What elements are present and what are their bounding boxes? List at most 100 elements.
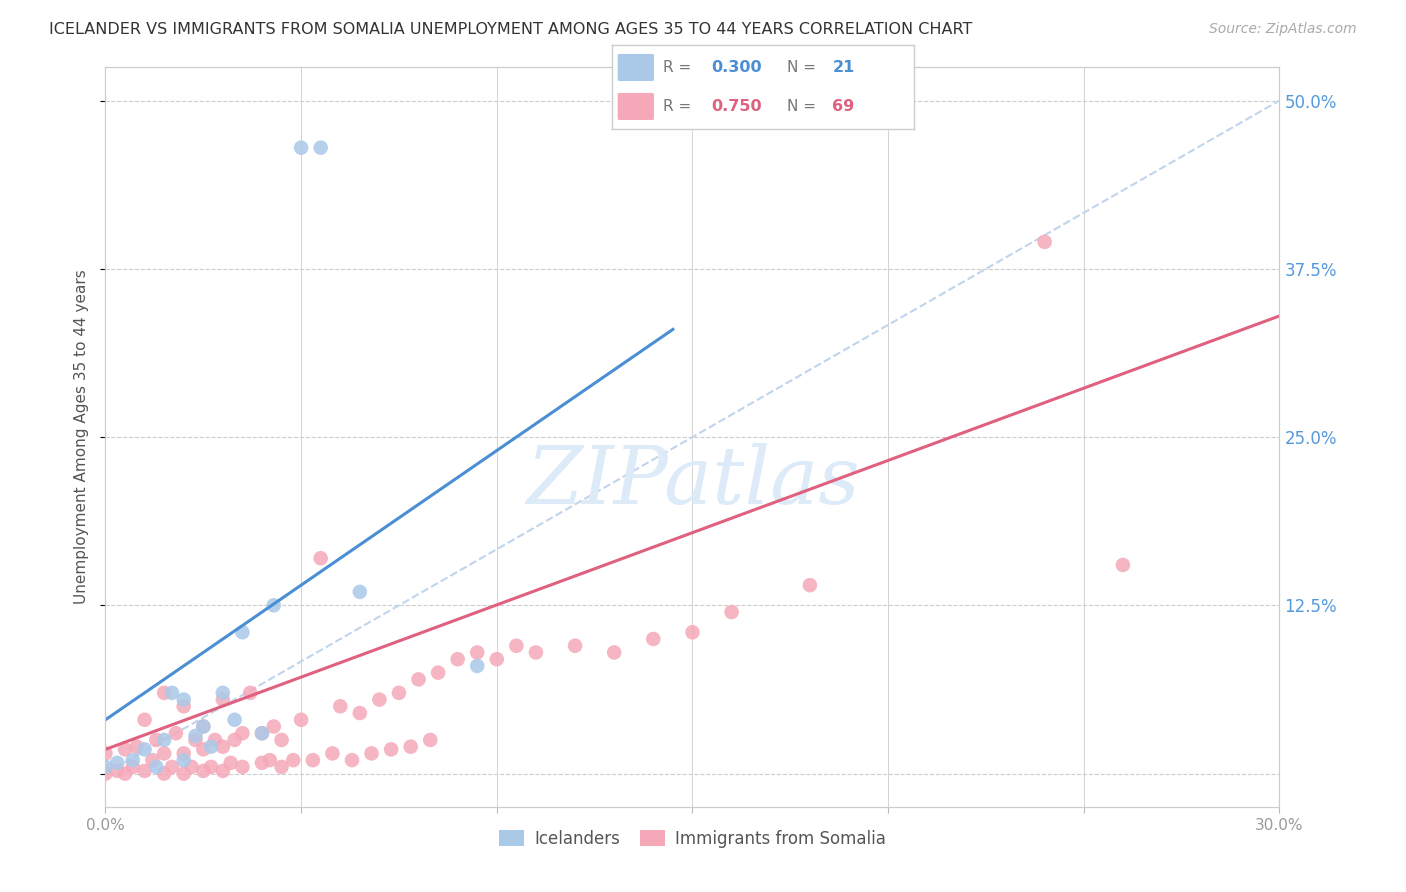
Point: [250, 756, 273, 770]
Point: [160, 686, 183, 700]
Point: [160, 760, 183, 774]
Point: [270, 760, 292, 774]
Point: [211, 739, 233, 754]
Point: [465, 645, 488, 659]
Legend: Icelanders, Immigrants from Somalia: Icelanders, Immigrants from Somalia: [492, 823, 893, 855]
Point: [219, 756, 242, 770]
Text: 0.300: 0.300: [711, 60, 762, 75]
Point: [290, 141, 312, 155]
Text: N =: N =: [787, 99, 821, 114]
Point: [231, 726, 253, 740]
Point: [114, 766, 136, 780]
Point: [340, 753, 363, 767]
Point: [321, 747, 343, 761]
Point: [250, 726, 273, 740]
Point: [1112, 558, 1135, 572]
Point: [603, 645, 626, 659]
Y-axis label: Unemployment Among Ages 35 to 44 years: Unemployment Among Ages 35 to 44 years: [75, 269, 90, 605]
Point: [643, 632, 665, 646]
Text: 21: 21: [832, 60, 855, 75]
Point: [309, 141, 332, 155]
Point: [153, 733, 176, 747]
Point: [211, 686, 233, 700]
Point: [399, 739, 422, 754]
Point: [134, 764, 156, 778]
Point: [173, 747, 195, 761]
Text: ZIPatlas: ZIPatlas: [526, 442, 859, 520]
Point: [193, 742, 215, 756]
Point: [173, 766, 195, 780]
Point: [283, 753, 305, 767]
Point: [121, 753, 143, 767]
Point: [193, 719, 215, 733]
Point: [145, 733, 167, 747]
Point: [173, 753, 195, 767]
Point: [349, 706, 371, 720]
Point: [184, 729, 207, 743]
Text: 0.750: 0.750: [711, 99, 762, 114]
Point: [270, 733, 292, 747]
Point: [180, 760, 202, 774]
Point: [105, 756, 128, 770]
Text: R =: R =: [664, 99, 696, 114]
Point: [427, 665, 450, 680]
Point: [224, 733, 246, 747]
Point: [682, 625, 704, 640]
Point: [564, 639, 586, 653]
Point: [419, 733, 441, 747]
Point: [134, 742, 156, 756]
Text: Source: ZipAtlas.com: Source: ZipAtlas.com: [1209, 22, 1357, 37]
Point: [720, 605, 742, 619]
Point: [224, 713, 246, 727]
Point: [134, 713, 156, 727]
Text: ICELANDER VS IMMIGRANTS FROM SOMALIA UNEMPLOYMENT AMONG AGES 35 TO 44 YEARS CORR: ICELANDER VS IMMIGRANTS FROM SOMALIA UNE…: [49, 22, 973, 37]
Point: [231, 760, 253, 774]
Point: [173, 692, 195, 706]
Point: [231, 625, 253, 640]
Point: [309, 551, 332, 566]
Point: [193, 764, 215, 778]
Point: [105, 764, 128, 778]
Point: [153, 766, 176, 780]
FancyBboxPatch shape: [617, 93, 654, 120]
Point: [153, 747, 176, 761]
Point: [200, 760, 222, 774]
Text: R =: R =: [664, 60, 696, 75]
Point: [121, 760, 143, 774]
Point: [211, 692, 233, 706]
Point: [380, 742, 402, 756]
Point: [388, 686, 411, 700]
Point: [239, 686, 262, 700]
Point: [368, 692, 391, 706]
Point: [94, 747, 117, 761]
Point: [94, 760, 117, 774]
Point: [173, 699, 195, 714]
Point: [141, 753, 163, 767]
Point: [114, 742, 136, 756]
Point: [184, 733, 207, 747]
Point: [259, 753, 281, 767]
Point: [349, 585, 371, 599]
Text: 69: 69: [832, 99, 855, 114]
Point: [465, 659, 488, 673]
Point: [165, 726, 187, 740]
Point: [263, 599, 285, 613]
Point: [329, 699, 352, 714]
Point: [94, 766, 117, 780]
Text: N =: N =: [787, 60, 821, 75]
Point: [145, 760, 167, 774]
Point: [193, 719, 215, 733]
Point: [290, 713, 312, 727]
Point: [1033, 235, 1056, 249]
Point: [211, 764, 233, 778]
Point: [263, 719, 285, 733]
Point: [204, 733, 226, 747]
Point: [799, 578, 821, 592]
FancyBboxPatch shape: [617, 54, 654, 81]
Point: [485, 652, 508, 666]
Point: [447, 652, 470, 666]
Point: [250, 726, 273, 740]
Point: [153, 686, 176, 700]
Point: [302, 753, 325, 767]
Point: [200, 739, 222, 754]
